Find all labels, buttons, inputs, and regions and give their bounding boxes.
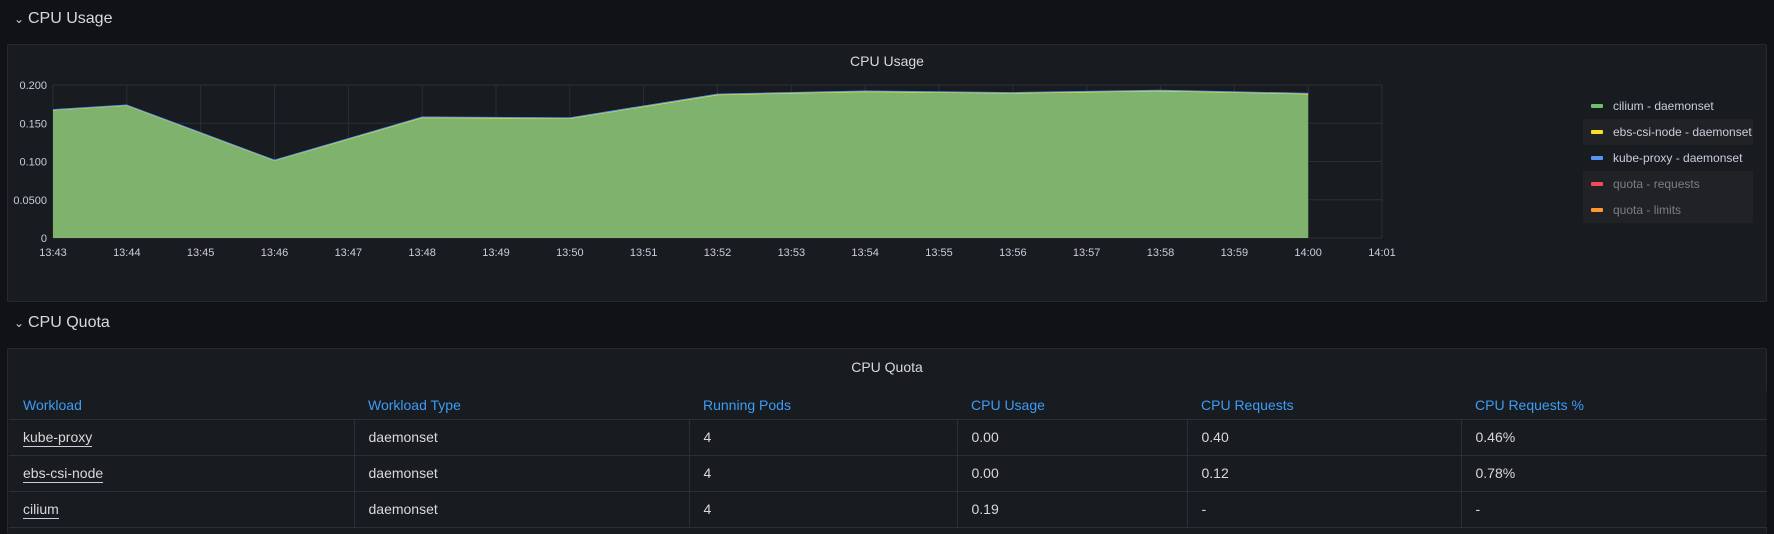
x-tick-label: 13:52: [704, 247, 732, 259]
column-header-running-pods[interactable]: Running Pods: [689, 391, 957, 420]
workload-link[interactable]: ebs-csi-node: [23, 465, 104, 483]
table-cell: 0.19: [957, 491, 1188, 528]
x-tick-label: 13:45: [187, 247, 215, 259]
legend-item[interactable]: cilium - daemonset: [1583, 93, 1753, 119]
x-tick-label: 13:57: [1073, 247, 1101, 259]
table-row: kube-proxy daemonset 4 0.00 0.40 0.46%: [9, 419, 1767, 456]
table-row: ebs-csi-node daemonset 4 0.00 0.12 0.78%: [9, 455, 1767, 492]
table-cell: -: [1461, 491, 1767, 528]
series-area-0: [53, 91, 1309, 238]
table-cell: daemonset: [354, 419, 690, 456]
legend-swatch: [1591, 208, 1603, 212]
chevron-down-icon: ⌄: [14, 316, 25, 330]
y-tick-label: 0.100: [19, 157, 47, 169]
panel-title[interactable]: CPU Usage: [850, 53, 924, 69]
column-header-cpu-requests-pct[interactable]: CPU Requests %: [1461, 391, 1767, 420]
column-header-workload-type[interactable]: Workload Type: [354, 391, 689, 420]
legend-label: ebs-csi-node - daemonset: [1613, 125, 1752, 139]
x-tick-label: 13:55: [925, 247, 953, 259]
column-header-workload[interactable]: Workload: [9, 391, 354, 420]
x-tick-label: 13:43: [39, 247, 67, 259]
table-cell: 0.00: [957, 419, 1188, 456]
chevron-down-icon: ⌄: [14, 12, 25, 26]
panel-title[interactable]: CPU Quota: [851, 359, 923, 375]
legend-swatch: [1591, 104, 1603, 108]
cpu-usage-panel: CPU Usage 0 0.0500 0.100 0.150 0.200 13:43 13:…: [7, 44, 1767, 302]
row-header-cpu-quota[interactable]: ⌄ CPU Quota: [14, 314, 110, 332]
cpu-quota-table: Workload Workload Type Running Pods CPU …: [9, 391, 1767, 528]
x-tick-label: 13:46: [261, 247, 289, 259]
legend-item[interactable]: quota - limits: [1583, 197, 1753, 223]
series-line-2: [52, 89, 1309, 161]
workload-link[interactable]: cilium: [23, 501, 59, 519]
x-tick-label: 14:00: [1294, 247, 1322, 259]
table-cell-workload: cilium: [9, 491, 355, 528]
x-tick-label: 13:50: [556, 247, 584, 259]
table-cell: 4: [689, 491, 958, 528]
legend-swatch: [1591, 156, 1603, 160]
row-title: CPU Usage: [28, 10, 113, 27]
table-cell-workload: ebs-csi-node: [9, 455, 355, 492]
y-tick-label: 0.200: [19, 80, 47, 92]
legend-label: quota - limits: [1613, 203, 1682, 217]
table-cell: daemonset: [354, 455, 690, 492]
chart-legend: cilium - daemonset ebs-csi-node - daemons…: [1583, 93, 1753, 223]
x-tick-label: 13:44: [113, 247, 141, 259]
table-cell: 4: [689, 455, 958, 492]
y-tick-label: 0.0500: [13, 195, 47, 207]
x-tick-label: 13:54: [851, 247, 879, 259]
legend-item[interactable]: ebs-csi-node - daemonset: [1583, 119, 1753, 145]
x-tick-label: 13:49: [482, 247, 510, 259]
x-tick-label: 13:47: [335, 247, 363, 259]
legend-label: quota - requests: [1613, 177, 1700, 191]
x-tick-label: 13:51: [630, 247, 658, 259]
legend-swatch: [1591, 182, 1603, 186]
table-cell: 0.12: [1187, 455, 1462, 492]
table-cell: 0.78%: [1461, 455, 1767, 492]
legend-item[interactable]: kube-proxy - daemonset: [1583, 145, 1753, 171]
x-tick-label: 13:59: [1221, 247, 1249, 259]
table-cell-workload: kube-proxy: [9, 419, 355, 456]
y-tick-label: 0: [41, 233, 47, 245]
row-header-cpu-usage[interactable]: ⌄ CPU Usage: [14, 10, 112, 28]
y-tick-label: 0.150: [19, 118, 47, 130]
table-cell: 0.46%: [1461, 419, 1767, 456]
legend-label: kube-proxy - daemonset: [1613, 151, 1743, 165]
table-header-row: Workload Workload Type Running Pods CPU …: [9, 391, 1767, 420]
legend-swatch: [1591, 130, 1603, 134]
cpu-usage-chart[interactable]: 0 0.0500 0.100 0.150 0.200 13:43 13:44 13:45 13:…: [8, 45, 1568, 303]
x-tick-label: 13:48: [408, 247, 436, 259]
workload-link[interactable]: kube-proxy: [23, 429, 93, 447]
table-cell: daemonset: [354, 491, 690, 528]
table-cell: 0.40: [1187, 419, 1462, 456]
cpu-quota-panel: CPU Quota Workload Workload Type Running…: [7, 348, 1767, 534]
x-tick-label: 13:56: [999, 247, 1027, 259]
legend-label: cilium - daemonset: [1613, 99, 1714, 113]
table-row: cilium daemonset 4 0.19 - -: [9, 491, 1767, 528]
table-cell: 4: [689, 419, 958, 456]
x-tick-label: 13:53: [778, 247, 806, 259]
column-header-cpu-requests[interactable]: CPU Requests: [1187, 391, 1461, 420]
legend-item[interactable]: quota - requests: [1583, 171, 1753, 197]
table-cell: 0.00: [957, 455, 1188, 492]
table-cell: -: [1187, 491, 1462, 528]
row-title: CPU Quota: [28, 314, 110, 331]
x-tick-label: 14:01: [1368, 247, 1396, 259]
column-header-cpu-usage[interactable]: CPU Usage: [957, 391, 1187, 420]
x-tick-label: 13:58: [1147, 247, 1175, 259]
